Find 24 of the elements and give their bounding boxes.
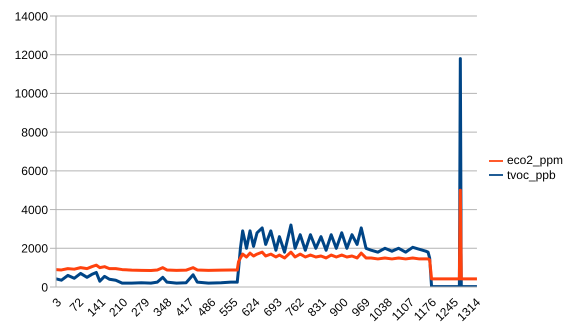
x-tick-label: 141 (84, 295, 108, 320)
x-tick-label: 486 (194, 295, 219, 320)
x-tick-label: 210 (106, 295, 131, 320)
x-tick-label: 693 (260, 295, 285, 320)
x-tick-label: 417 (172, 295, 197, 320)
y-tick-label: 12000 (14, 48, 48, 62)
x-tick-label: 762 (282, 295, 307, 320)
x-tick-label: 900 (326, 295, 352, 320)
y-tick-label: 2000 (21, 242, 48, 256)
y-tick-label: 14000 (14, 9, 48, 24)
y-tick-label: 4000 (21, 202, 48, 217)
y-tick-label: 10000 (14, 86, 48, 101)
y-tick-label: 6000 (21, 164, 48, 178)
x-tick-label: 831 (304, 295, 330, 320)
x-tick-label: 555 (216, 295, 241, 320)
legend-label: eco2_ppm (506, 152, 563, 167)
x-tick-label: 348 (150, 295, 175, 320)
x-tick-label: 72 (66, 295, 86, 315)
x-tick-label: 3 (50, 295, 64, 310)
legend-label: tvoc_ppb (506, 168, 556, 182)
x-tick-label: 624 (238, 295, 263, 320)
x-tick-label: 279 (128, 295, 153, 320)
y-tick-label: 0 (41, 280, 48, 294)
y-tick-label: 8000 (21, 125, 48, 140)
